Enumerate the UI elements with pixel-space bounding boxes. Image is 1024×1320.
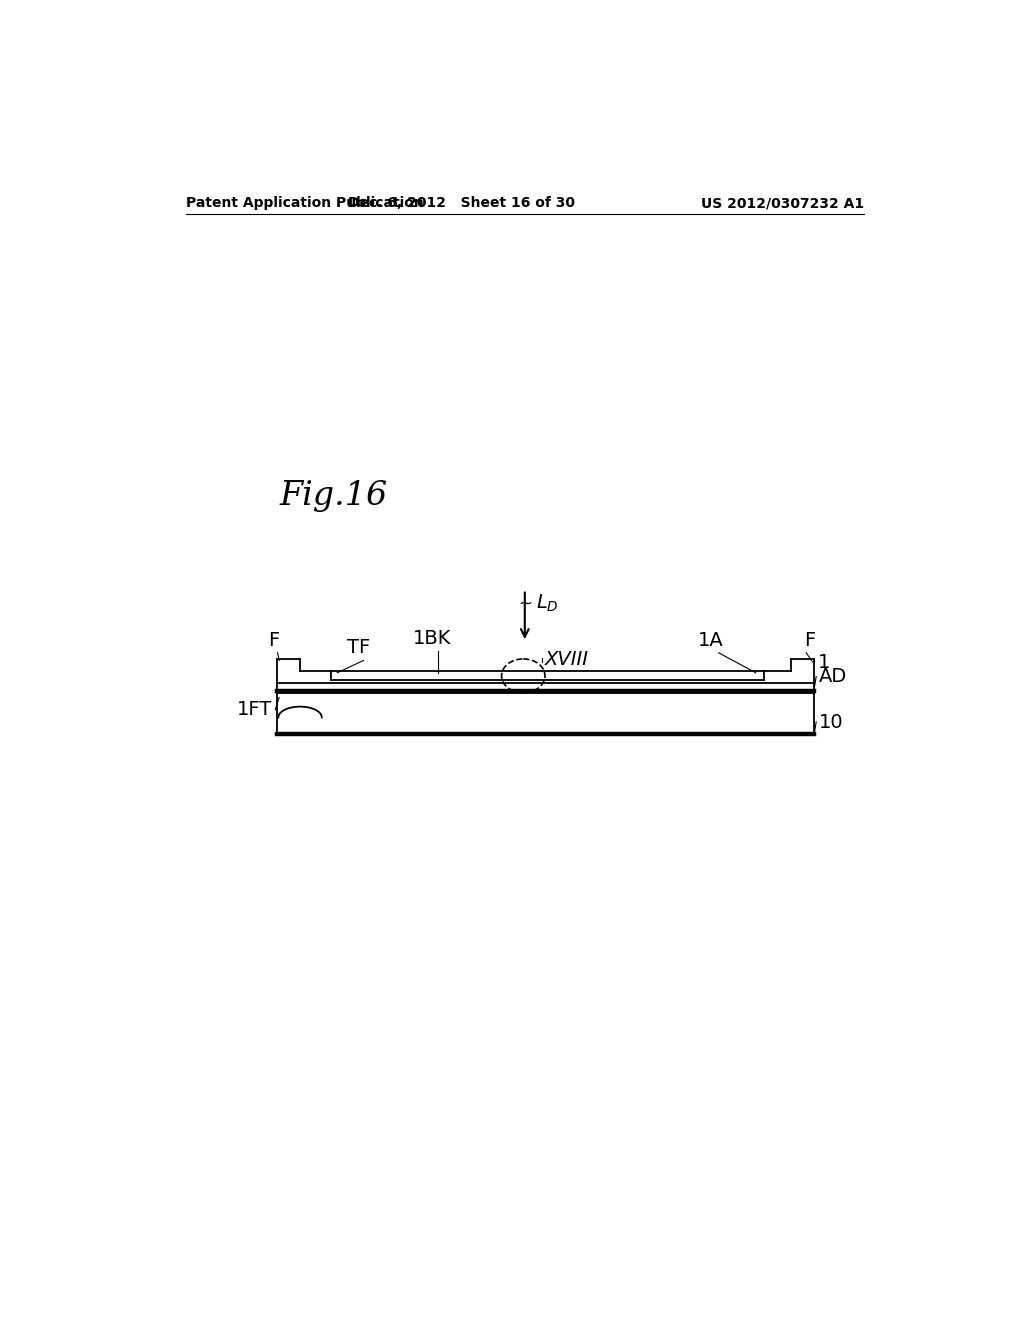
Text: ~: ~	[518, 594, 531, 612]
Text: 1: 1	[818, 653, 830, 672]
Text: Fig.16: Fig.16	[280, 480, 387, 512]
Text: TF: TF	[347, 639, 371, 657]
Text: US 2012/0307232 A1: US 2012/0307232 A1	[701, 197, 864, 210]
Text: F: F	[805, 631, 816, 649]
Text: $L_D$: $L_D$	[537, 593, 559, 614]
Text: 1FT: 1FT	[237, 700, 272, 719]
Text: Patent Application Publication: Patent Application Publication	[186, 197, 424, 210]
Text: 10: 10	[819, 713, 844, 731]
Text: 1BK: 1BK	[413, 630, 451, 648]
Text: XVIII: XVIII	[545, 651, 589, 669]
Text: Dec. 6, 2012   Sheet 16 of 30: Dec. 6, 2012 Sheet 16 of 30	[348, 197, 574, 210]
Text: AD: AD	[819, 667, 848, 686]
Text: F: F	[268, 631, 280, 649]
Text: 1A: 1A	[698, 631, 724, 649]
